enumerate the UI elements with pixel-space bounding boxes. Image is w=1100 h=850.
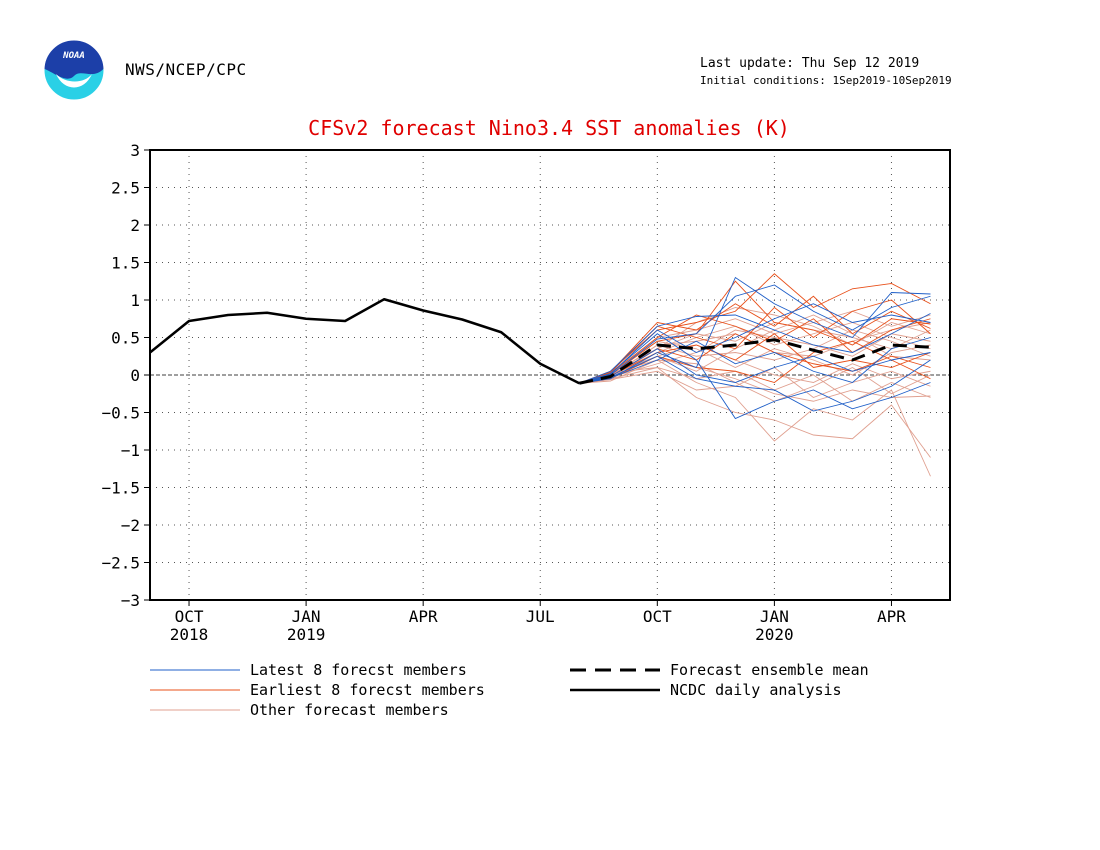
other-member-line [579, 359, 931, 477]
earliest-member-line [579, 340, 931, 384]
y-tick-label: 1.5 [111, 254, 140, 273]
x-tick-label: OCT [643, 607, 672, 626]
y-axis: 3 2.5 2 1.5 1 0.5 0 −0.5 −1 −1.5 −2 −2.5 −3 [101, 141, 150, 610]
y-tick-label: 0 [130, 366, 140, 385]
agency-label: NWS/NCEP/CPC [125, 60, 247, 79]
earliest-member-line [579, 295, 931, 384]
legend-label: Latest 8 forecst members [250, 661, 467, 679]
x-tick-label: APR [409, 607, 438, 626]
logo-text: NOAA [62, 51, 85, 61]
x-tick-year: 2019 [287, 625, 326, 644]
x-tick-label: JAN [292, 607, 321, 626]
x-tick-label: APR [877, 607, 906, 626]
x-tick-year: 2018 [170, 625, 209, 644]
legend: Latest 8 forecst members Earliest 8 forec… [150, 661, 869, 719]
initial-conditions: Initial conditions: 1Sep2019-10Sep2019 [700, 74, 952, 87]
other-member-line [579, 367, 931, 402]
legend-label: NCDC daily analysis [670, 681, 842, 699]
latest-member-line [579, 337, 931, 384]
y-tick-label: −3 [121, 591, 140, 610]
earliest-member-line [579, 280, 931, 384]
y-tick-label: 0.5 [111, 329, 140, 348]
other-member-line [579, 367, 931, 458]
main-lines [149, 298, 931, 385]
y-tick-label: 3 [130, 141, 140, 160]
last-update: Last update: Thu Sep 12 2019 [700, 56, 920, 71]
y-tick-label: −1 [121, 441, 140, 460]
other-member-line [579, 307, 931, 384]
earliest-member-line [579, 333, 931, 384]
other-member-line [579, 366, 931, 399]
earliest-member-line [579, 273, 931, 384]
x-tick-year: 2020 [755, 625, 794, 644]
x-tick-label: JAN [760, 607, 789, 626]
y-tick-label: 1 [130, 291, 140, 310]
y-tick-label: −1.5 [101, 479, 140, 498]
legend-label: Other forecast members [250, 701, 449, 719]
ensemble-mean-line [578, 338, 931, 385]
x-tick-label: OCT [175, 607, 204, 626]
latest-member-line [579, 333, 931, 420]
latest-member-line [579, 313, 931, 384]
member-lines [579, 273, 931, 477]
latest-member-line [579, 355, 931, 412]
legend-label: Earliest 8 forecst members [250, 681, 485, 699]
latest-member-line [579, 303, 931, 384]
chart-title: CFSv2 forecast Nino3.4 SST anomalies (K) [308, 116, 790, 140]
x-tick-label: JUL [526, 607, 555, 626]
earliest-member-line [579, 314, 931, 384]
y-tick-label: −2.5 [101, 554, 140, 573]
y-tick-label: −2 [121, 516, 140, 535]
analysis-line [149, 298, 580, 385]
legend-label: Forecast ensemble mean [670, 661, 869, 679]
y-tick-label: −0.5 [101, 404, 140, 423]
latest-member-line [579, 276, 931, 384]
y-tick-label: 2.5 [111, 179, 140, 198]
other-member-line [579, 344, 931, 384]
noaa-logo: NOAA [42, 38, 106, 106]
grid [150, 150, 950, 600]
y-tick-label: 2 [130, 216, 140, 235]
